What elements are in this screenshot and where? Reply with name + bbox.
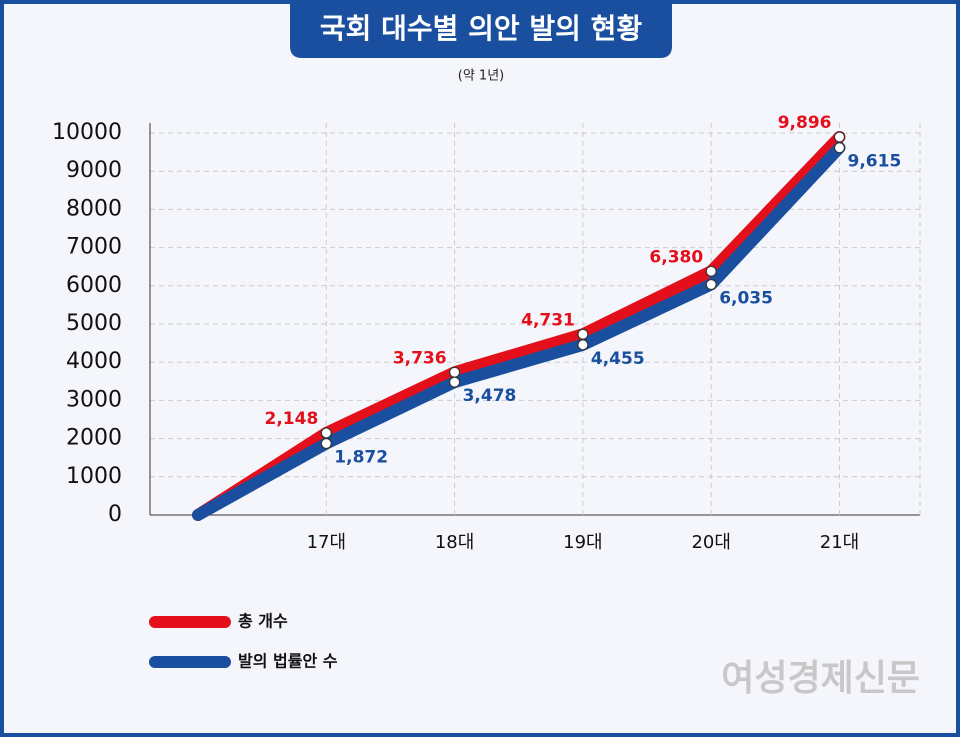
point	[833, 142, 846, 154]
watermark: 여성경제신문	[721, 658, 920, 699]
chart-subtitle: (약 1년)	[458, 69, 504, 84]
data-label: 6,035	[719, 288, 773, 308]
data-label: 9,896	[778, 113, 832, 133]
legend-label: 총 개수	[238, 612, 288, 631]
data-label: 4,731	[521, 310, 575, 330]
x-tick-label: 17대	[307, 532, 346, 553]
data-label: 6,380	[649, 247, 703, 267]
series-line	[192, 130, 846, 521]
x-tick-label: 19대	[563, 532, 602, 553]
data-label: 3,736	[393, 348, 447, 368]
point	[449, 376, 461, 388]
y-tick-label: 6000	[66, 273, 122, 298]
y-tick-label: 0	[108, 502, 122, 527]
point	[577, 339, 589, 351]
data-label: 3,478	[463, 386, 517, 406]
y-tick-label: 3000	[66, 387, 122, 412]
y-tick-label: 5000	[66, 311, 122, 336]
x-tick-label: 20대	[691, 532, 730, 553]
point	[449, 366, 461, 378]
y-tick-label: 1000	[66, 464, 122, 489]
legend-label: 발의 법률안 수	[238, 652, 338, 671]
y-tick-label: 8000	[66, 196, 122, 221]
x-tick-label: 21대	[820, 532, 859, 553]
point	[577, 328, 589, 340]
data-label: 4,455	[591, 349, 645, 369]
series-line	[192, 141, 846, 521]
y-tick-label: 4000	[66, 349, 122, 374]
title-box	[290, 0, 672, 58]
point	[320, 437, 332, 450]
chart-title: 국회 대수별 의안 발의 현황	[320, 12, 643, 45]
data-label: 9,615	[848, 152, 902, 172]
y-tick-label: 10000	[52, 120, 122, 145]
data-label: 1,872	[334, 447, 388, 467]
x-tick-label: 18대	[435, 532, 474, 553]
y-tick-label: 2000	[66, 426, 122, 451]
data-label: 2,148	[265, 409, 319, 429]
point	[320, 427, 332, 439]
point	[705, 265, 717, 277]
y-tick-label: 9000	[66, 158, 122, 183]
y-tick-label: 7000	[66, 235, 122, 260]
point	[705, 278, 717, 291]
point	[833, 131, 846, 143]
